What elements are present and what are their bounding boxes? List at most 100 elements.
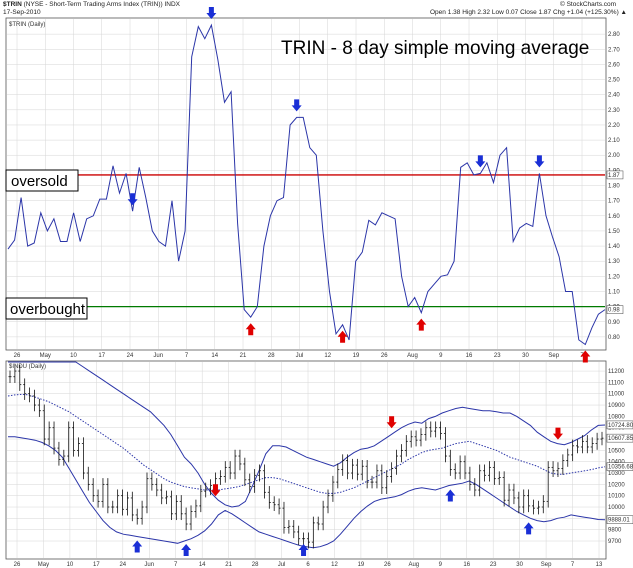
- trin-x-tick-label: Jul: [296, 353, 304, 359]
- indu-layer: 9700980099001000010100102001030010400105…: [7, 361, 633, 568]
- indu-x-tick-label: 14: [199, 562, 206, 568]
- trin-last-value-box: [606, 170, 624, 180]
- indu-y-tick-label: 11000: [608, 392, 625, 398]
- trin-up-arrow: [416, 318, 427, 331]
- trin-down-arrow: [534, 155, 545, 168]
- chart-symbol-line: $TRIN (NYSE - Short-Term Trading Arms In…: [3, 1, 180, 9]
- trin-x-tick-label: 26: [14, 353, 21, 359]
- indu-y-tick-label: 10800: [608, 414, 625, 420]
- indu-blue-up-arrow: [132, 540, 143, 553]
- trin-y-tick-label: 1.60: [608, 214, 620, 220]
- indu-x-tick-label: 10: [67, 562, 74, 568]
- indu-x-tick-label: 24: [119, 562, 126, 568]
- trin-x-tick-label: 16: [466, 353, 473, 359]
- indu-x-tick-label: 16: [463, 562, 470, 568]
- indu-panel-label: $INDU (Daily): [9, 364, 46, 370]
- indu-lower-band-line: [8, 436, 606, 549]
- indu-x-tick-label: 13: [596, 562, 603, 568]
- trin-x-tick-label: 30: [522, 353, 529, 359]
- trin-layer: 0.800.901.001.101.201.301.401.501.601.70…: [7, 7, 624, 363]
- trin-y-tick-label: 2.00: [608, 153, 620, 159]
- indu-last-value-label: 9888.01: [608, 518, 630, 524]
- trin-sma-line: [7, 23, 606, 346]
- indu-last-value-box: [606, 420, 633, 430]
- indu-red-down-arrow: [386, 416, 397, 429]
- indu-y-tick-label: 11200: [608, 369, 625, 375]
- trin-y-tick-label: 1.70: [608, 199, 620, 205]
- stockcharts-credit: © StockCharts.com: [560, 1, 617, 8]
- trin-x-tick-label: 26: [381, 353, 388, 359]
- indu-last-value-box: [606, 515, 633, 524]
- indu-x-tick-label: 30: [516, 562, 523, 568]
- trin-y-tick-label: 0.90: [608, 320, 620, 326]
- trin-x-tick-label: 24: [127, 353, 134, 359]
- trin-y-tick-label: 1.20: [608, 274, 620, 280]
- ohlc-readout: Open 1.38 High 2.32 Low 0.07 Close 1.87 …: [430, 9, 627, 16]
- trin-panel-frame: [5, 17, 607, 351]
- indu-x-tick-label: Aug: [408, 562, 419, 568]
- trin-down-arrow: [475, 155, 486, 168]
- overbought-box: [5, 297, 88, 320]
- trin-y-tick-label: 2.20: [608, 123, 620, 129]
- trin-up-arrow: [337, 330, 348, 343]
- indu-x-tick-label: 12: [331, 562, 338, 568]
- trin-y-tick-label: 2.40: [608, 93, 620, 99]
- indu-y-tick-label: 10900: [608, 403, 625, 409]
- indu-last-value-box: [606, 462, 633, 471]
- indu-y-tick-label: 10300: [608, 471, 625, 477]
- indu-blue-up-arrow: [298, 544, 309, 556]
- indu-y-tick-label: 10500: [608, 448, 625, 454]
- trin-last-value-label: 1.87: [608, 173, 620, 179]
- trin-x-tick-label: Sep: [548, 353, 559, 359]
- oversold-label: oversold: [11, 173, 68, 190]
- indu-x-tick-label: 21: [225, 562, 232, 568]
- indu-last-value-label: 10356.68: [608, 465, 633, 471]
- trin-down-arrow: [291, 99, 302, 112]
- chart-symbol: $TRIN: [3, 1, 22, 8]
- indu-x-tick-label: 19: [358, 562, 365, 568]
- trin-x-tick-label: 14: [211, 353, 218, 359]
- trin-y-tick-label: 0.80: [608, 335, 620, 341]
- indu-y-tick-label: 9700: [608, 539, 622, 545]
- trin-x-tick-label: 23: [494, 353, 501, 359]
- indu-x-tick-label: 6: [306, 562, 310, 568]
- indu-panel-frame: [5, 360, 607, 560]
- indu-x-tick-label: Sep: [541, 562, 552, 568]
- indu-y-tick-label: 10000: [608, 505, 625, 511]
- trin-panel-label: $TRIN (Daily): [9, 22, 45, 28]
- trin-up-arrow: [580, 350, 591, 363]
- trin-y-tick-label: 2.70: [608, 47, 620, 53]
- indu-blue-up-arrow: [523, 522, 534, 535]
- indu-last-value-label: 10607.85: [608, 436, 633, 442]
- trin-x-tick-label: 9: [439, 353, 443, 359]
- trin-x-tick-label: 28: [268, 353, 275, 359]
- trin-y-tick-label: 1.50: [608, 229, 620, 235]
- chart-annotation-title: TRIN - 8 day simple moving average: [281, 38, 589, 59]
- oversold-box: [5, 169, 79, 192]
- indu-x-tick-label: 17: [93, 562, 100, 568]
- indu-x-tick-label: Jul: [278, 562, 286, 568]
- indu-x-tick-label: 7: [571, 562, 575, 568]
- indu-x-tick-label: 7: [174, 562, 178, 568]
- trin-last-value-label: 0.98: [608, 308, 620, 314]
- trin-y-tick-label: 2.10: [608, 138, 620, 144]
- trin-y-tick-label: 1.10: [608, 289, 620, 295]
- indu-x-tick-label: 23: [490, 562, 497, 568]
- trin-x-tick-label: 21: [240, 353, 247, 359]
- trin-x-tick-label: 19: [353, 353, 360, 359]
- indu-x-tick-label: 28: [252, 562, 259, 568]
- indu-y-tick-label: 9800: [608, 528, 622, 534]
- trin-last-value-box: [606, 305, 624, 314]
- indu-x-tick-label: 9: [439, 562, 443, 568]
- trin-up-arrow: [245, 323, 256, 336]
- indu-blue-up-arrow: [181, 544, 192, 556]
- trin-y-tick-label: 2.30: [608, 108, 620, 114]
- trin-y-tick-label: 2.80: [608, 32, 620, 38]
- indu-blue-up-arrow: [445, 489, 456, 502]
- trin-y-tick-label: 2.50: [608, 78, 620, 84]
- indu-last-value-label: 10724.80: [608, 423, 633, 429]
- trin-y-tick-label: 2.60: [608, 62, 620, 68]
- indu-upper-band-line: [8, 361, 606, 508]
- indu-y-tick-label: 10200: [608, 482, 625, 488]
- indu-y-tick-label: 11100: [608, 380, 624, 386]
